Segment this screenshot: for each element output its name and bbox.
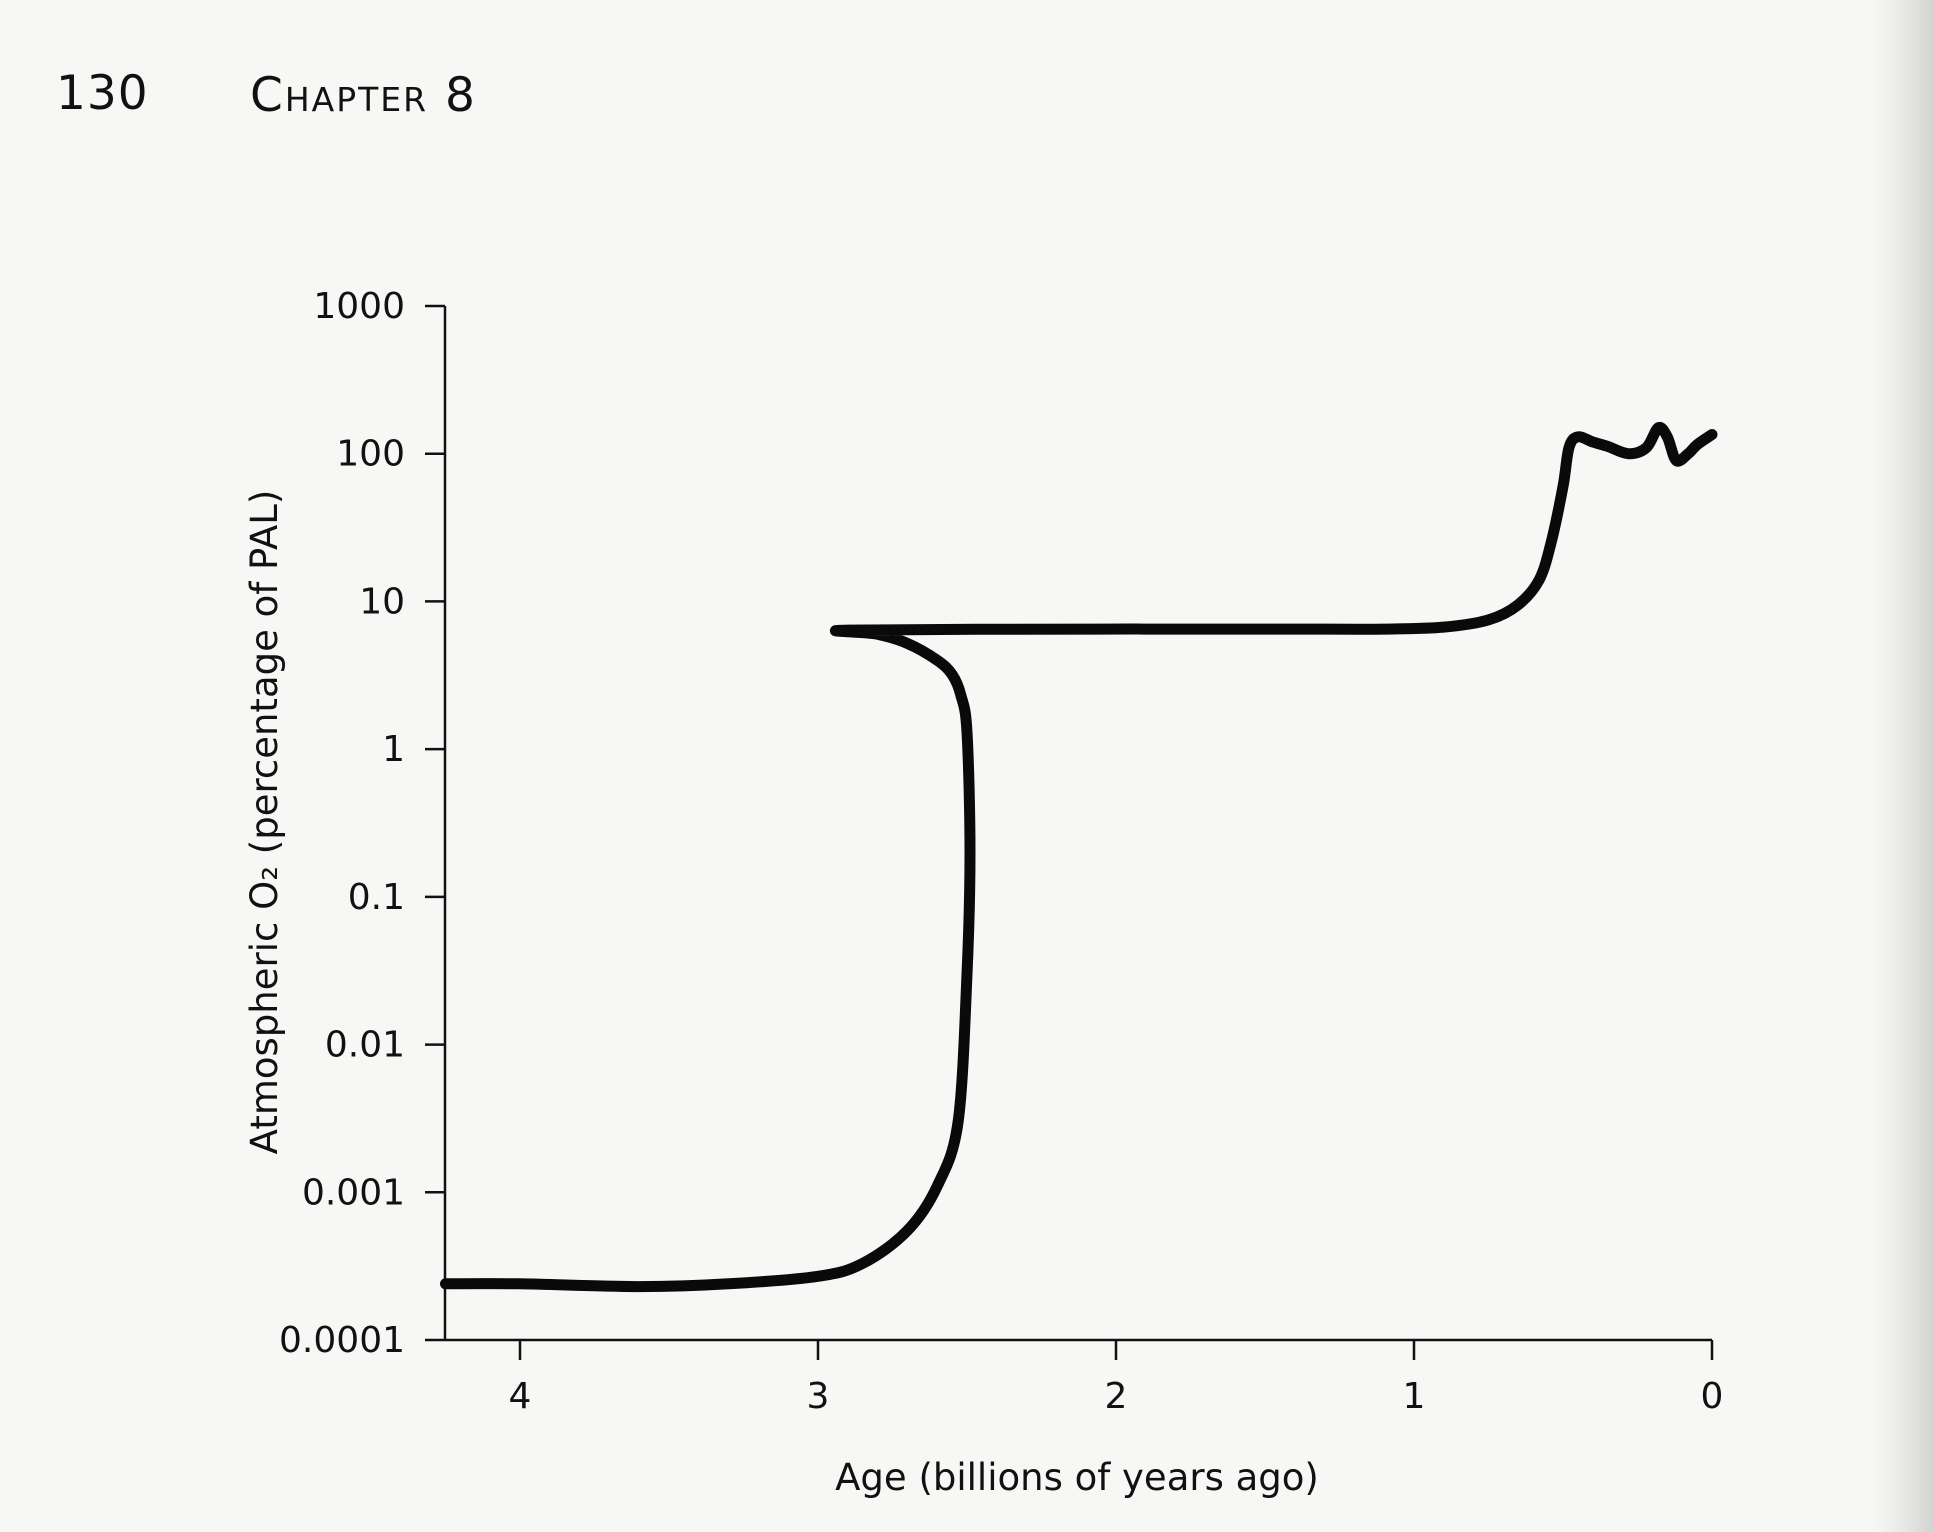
x-tick-label: 0: [1701, 1376, 1724, 1417]
y-axis-title: Atmospheric O₂ (percentage of PAL): [243, 490, 286, 1155]
x-tick-label: 4: [509, 1376, 532, 1417]
y-tick-label: 0.0001: [279, 1320, 405, 1361]
x-tick-label: 3: [807, 1376, 830, 1417]
y-tick-label: 0.01: [325, 1025, 405, 1066]
y-tick-label: 1000: [313, 286, 405, 327]
y-axis-ticks: 0.0001 0.001 0.01 0.1 1 10 100 1000: [279, 286, 445, 1361]
y-tick-label: 0.1: [348, 877, 405, 918]
series-line-oxygen: [440, 421, 1718, 1293]
y-tick-label: 1: [382, 729, 405, 770]
page-edge-shadow: [1874, 0, 1934, 1532]
y-tick-label: 10: [359, 581, 405, 622]
y-tick-label: 100: [336, 434, 405, 475]
x-tick-label: 2: [1105, 1376, 1128, 1417]
chapter-heading: Chapter 8: [250, 68, 477, 123]
x-axis-title: Age (billions of years ago): [835, 1456, 1319, 1499]
x-tick-label: 1: [1403, 1376, 1426, 1417]
y-tick-label: 0.001: [302, 1172, 405, 1213]
page-number: 130: [56, 66, 149, 121]
x-axis-ticks: 4 3 2 1 0: [509, 1340, 1724, 1417]
